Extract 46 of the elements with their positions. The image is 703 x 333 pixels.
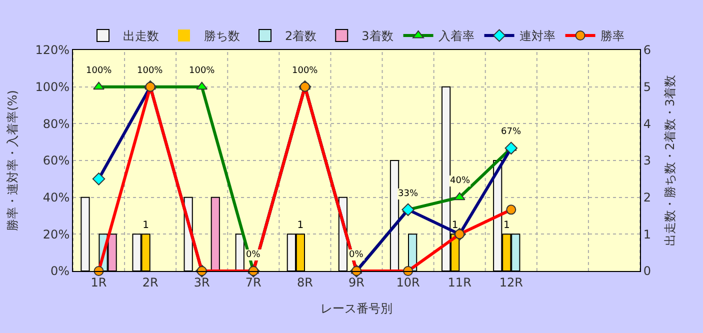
y2-axis-title: 出走数・勝ち数・2着数・3着数 (662, 74, 677, 246)
y2-tick-label: 5 (643, 80, 652, 94)
data-label: 40% (450, 176, 470, 186)
legend-label: 連対率 (519, 29, 556, 44)
data-label: 100% (137, 66, 164, 76)
x-tick-label: 3R (194, 275, 210, 290)
legend-label: 2着数 (285, 29, 317, 44)
data-label: 1 (452, 220, 458, 232)
data-label: 100% (292, 66, 318, 76)
y2-tick-label: 3 (643, 154, 652, 168)
y2-tick-label: 0 (643, 264, 652, 278)
data-label: 33% (398, 189, 418, 199)
legend-label: 入着率 (438, 29, 474, 44)
y-tick-label: 60% (42, 154, 70, 168)
x-tick-label: 8R (296, 275, 313, 290)
y2-tick-label: 4 (643, 116, 652, 131)
x-axis-title: レース番号別 (320, 301, 392, 316)
x-tick-label: 12R (499, 275, 523, 290)
data-label: 1 (297, 220, 304, 232)
data-label: 100% (189, 66, 216, 76)
y-tick-label: 80% (42, 116, 70, 131)
y-tick-label: 40% (42, 190, 70, 205)
data-label: 0% (246, 250, 261, 260)
data-label: 1 (503, 220, 510, 232)
legend-label: 勝率 (600, 29, 624, 44)
data-label: 1 (142, 220, 149, 232)
x-tick-label: 9R (348, 275, 364, 290)
y-tick-label: 0% (50, 264, 70, 278)
x-tick-label: 1R (90, 275, 107, 290)
y-tick-label: 100% (35, 80, 70, 94)
legend-label: 3着数 (362, 29, 394, 44)
legend-label: 出走数 (123, 29, 159, 44)
x-tick-label: 10R (396, 275, 420, 290)
x-tick-label: 2R (142, 275, 158, 290)
y-tick-label: 20% (42, 227, 70, 242)
y2-tick-label: 2 (643, 190, 652, 205)
legend-label: 勝ち数 (204, 29, 240, 44)
data-label: 100% (86, 66, 112, 76)
data-label: 0% (349, 250, 364, 260)
x-tick-label: 11R (448, 275, 472, 290)
y2-tick-label: 1 (643, 227, 652, 242)
y-tick-label: 120% (35, 43, 70, 58)
y2-tick-label: 6 (643, 43, 652, 58)
y-axis-title: 勝率・連対率・入着率(%) (6, 90, 20, 231)
x-tick-label: 7R (245, 275, 262, 290)
data-label: 67% (501, 127, 522, 137)
